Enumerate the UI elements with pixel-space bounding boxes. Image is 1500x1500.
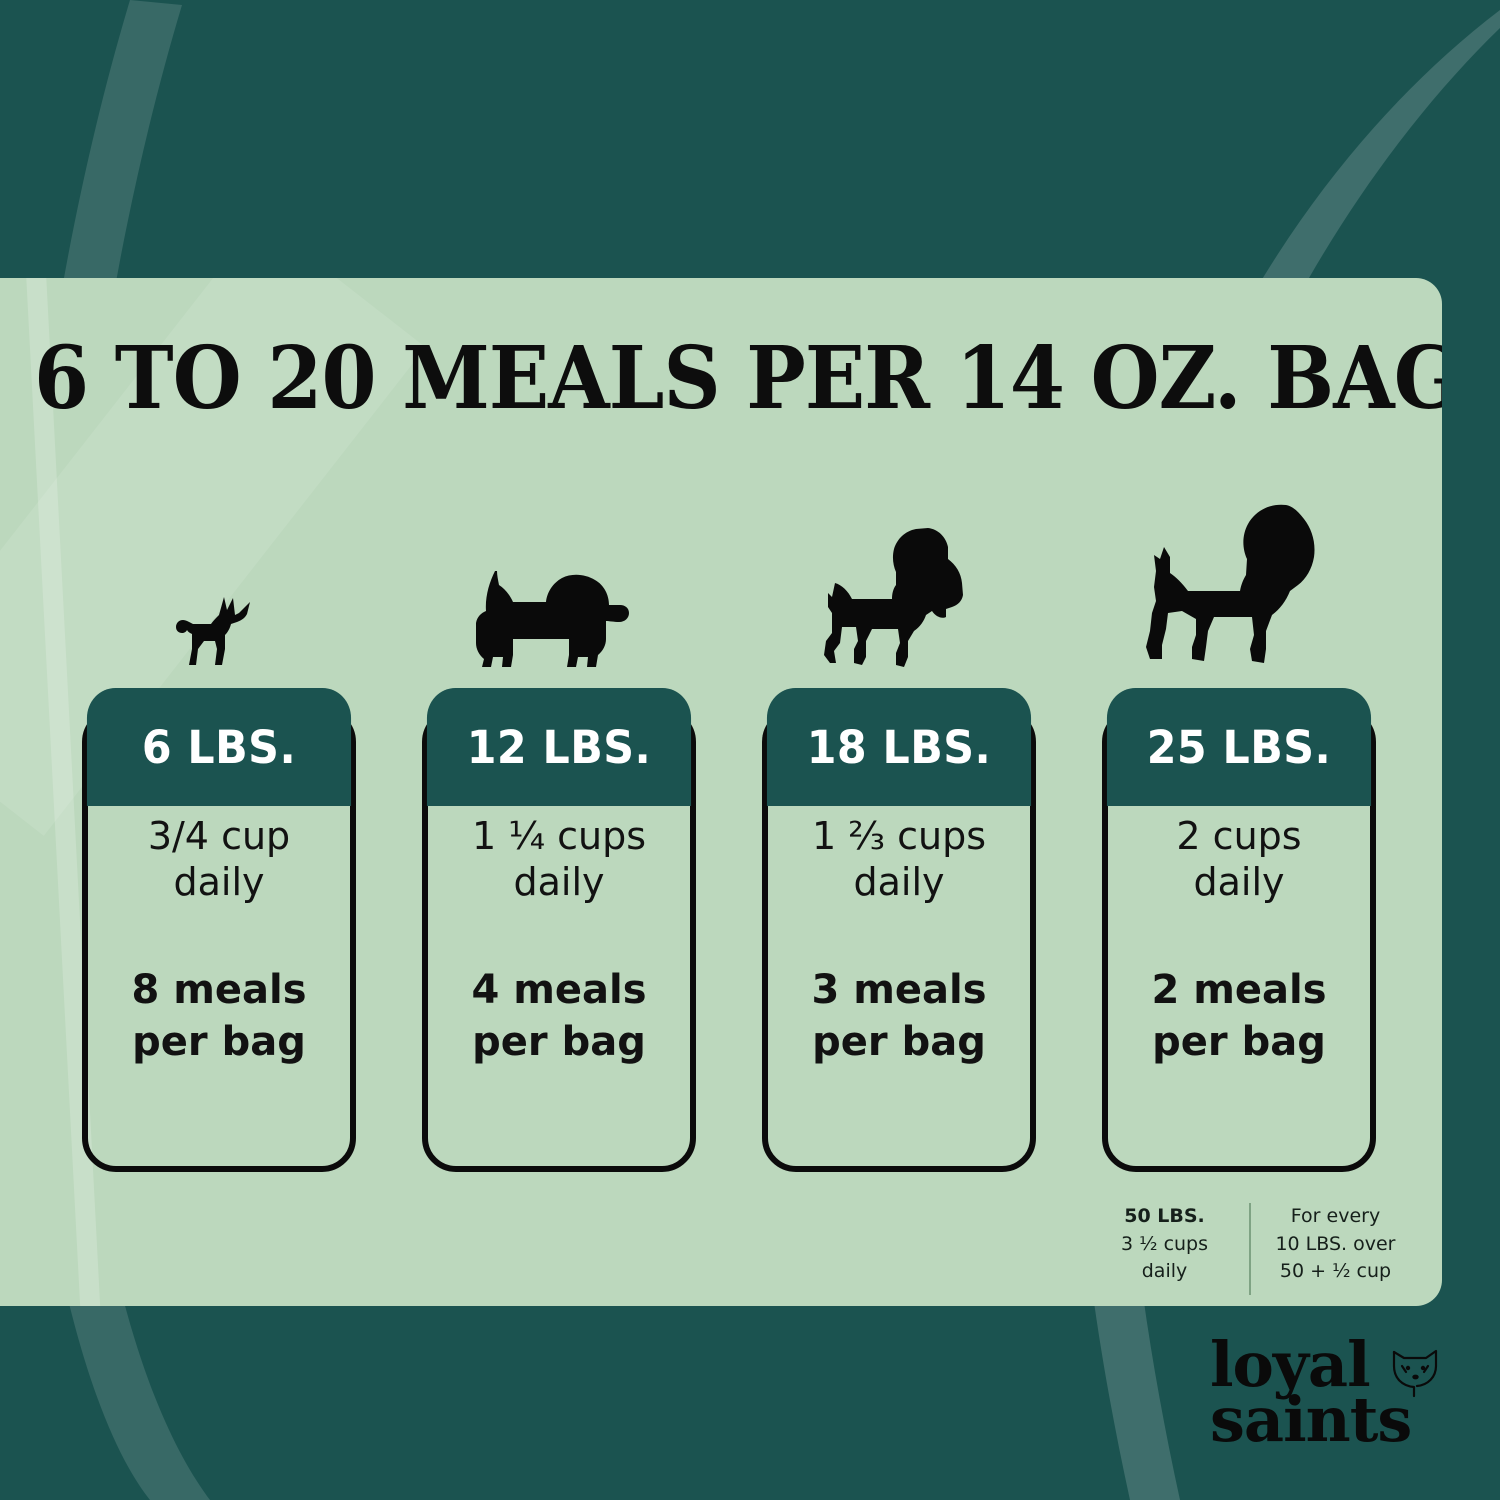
page-title: 6 TO 20 MEALS PER 14 OZ. BAG: [34, 328, 1442, 429]
dog-cell-1: [40, 473, 380, 673]
dog-cell-4: [1060, 473, 1400, 673]
feeding-card[interactable]: 18 LBS. 1 ⅔ cups daily 3 meals per bag: [720, 688, 1060, 1172]
card-body: 3/4 cup daily 8 meals per bag: [88, 813, 350, 1068]
card-body: 1 ⅔ cups daily 3 meals per bag: [768, 813, 1030, 1068]
card-weight-header: 12 LBS.: [426, 688, 692, 806]
footnote-divider: [1249, 1203, 1251, 1295]
footnote-right-line2: 10 LBS. over: [1275, 1232, 1396, 1255]
content-panel: 6 TO 20 MEALS PER 14 OZ. BAG: [0, 278, 1442, 1306]
footnote: 50 LBS. 3 ½ cups daily For every 10 LBS.…: [1090, 1203, 1410, 1295]
cocker-spaniel-silhouette-icon: [824, 528, 963, 667]
card-meals-per-bag: 2 meals per bag: [1151, 966, 1327, 1065]
card-cups-daily: 2 cups daily: [1176, 814, 1302, 905]
dog-cell-3: [720, 473, 1060, 673]
card-weight-header: 6 LBS.: [86, 688, 352, 806]
card-meals-per-bag: 4 meals per bag: [471, 966, 647, 1065]
footnote-right: For every 10 LBS. over 50 + ½ cup: [1261, 1203, 1410, 1286]
footnote-left: 50 LBS. 3 ½ cups daily: [1090, 1203, 1239, 1286]
feeding-card[interactable]: 25 LBS. 2 cups daily 2 meals per bag: [1060, 688, 1400, 1172]
card-cups-daily: 1 ¼ cups daily: [471, 814, 647, 905]
feeding-cards-row: 6 LBS. 3/4 cup daily 8 meals per bag 12 …: [40, 688, 1400, 1172]
dog-head-outline-icon: [1392, 1349, 1438, 1398]
footnote-left-heading: 50 LBS.: [1124, 1205, 1205, 1227]
dachshund-silhouette-icon: [476, 571, 629, 667]
chihuahua-silhouette-icon: [176, 597, 250, 665]
footnote-right-line1: For every: [1290, 1205, 1381, 1227]
card-body: 1 ¼ cups daily 4 meals per bag: [428, 813, 690, 1068]
card-weight-header: 25 LBS.: [1106, 688, 1372, 806]
card-meals-per-bag: 8 meals per bag: [131, 966, 307, 1065]
feeding-card[interactable]: 12 LBS. 1 ¼ cups daily 4 meals per bag: [380, 688, 720, 1172]
feeding-card[interactable]: 6 LBS. 3/4 cup daily 8 meals per bag: [40, 688, 380, 1172]
brand-logo-text: loyal saints: [1210, 1328, 1412, 1456]
footnote-left-line2: daily: [1141, 1260, 1188, 1283]
dog-cell-2: [380, 473, 720, 673]
footnote-right-line3: 50 + ½ cup: [1279, 1260, 1392, 1283]
card-meals-per-bag: 3 meals per bag: [811, 966, 987, 1065]
labradoodle-silhouette-icon: [1146, 504, 1315, 663]
dog-silhouette-row: [40, 473, 1400, 673]
card-cups-daily: 3/4 cup daily: [147, 814, 291, 905]
card-weight-header: 18 LBS.: [766, 688, 1032, 806]
brand-logo[interactable]: loyal saints: [1210, 1328, 1460, 1478]
card-body: 2 cups daily 2 meals per bag: [1108, 813, 1370, 1068]
footnote-left-line1: 3 ½ cups: [1120, 1232, 1209, 1255]
card-cups-daily: 1 ⅔ cups daily: [811, 814, 987, 905]
